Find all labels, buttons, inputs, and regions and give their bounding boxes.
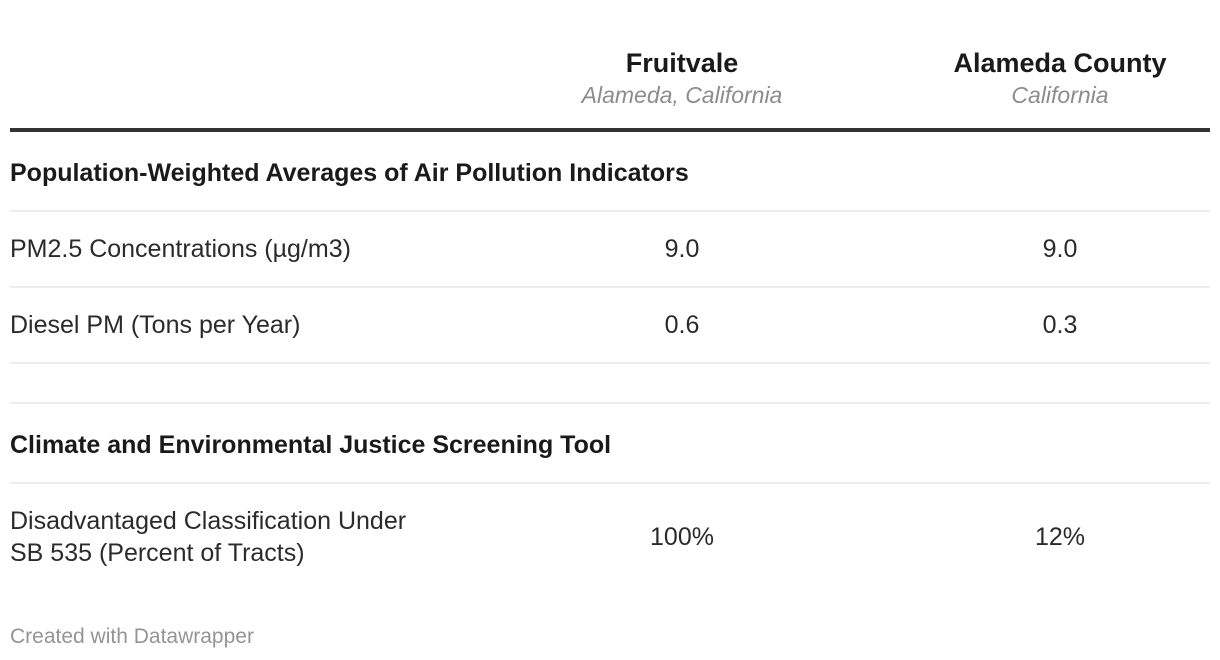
column-header-alameda-county: Alameda County California: [910, 0, 1210, 132]
table-row: Diesel PM (Tons per Year) 0.6 0.3: [10, 287, 1210, 364]
column-header-fruitvale: Fruitvale Alameda, California: [454, 0, 910, 132]
row-value: 0.3: [910, 287, 1210, 364]
section-header: Population-Weighted Averages of Air Poll…: [10, 130, 1210, 212]
section-header: Climate and Environmental Justice Screen…: [10, 403, 1210, 484]
row-label: PM2.5 Concentrations (µg/m3): [10, 211, 454, 288]
row-value: 100%: [650, 523, 714, 551]
column-subtitle: Alameda, California: [581, 82, 783, 108]
empty-corner-cell: [10, 0, 454, 132]
row-label: Diesel PM (Tons per Year): [10, 287, 454, 364]
row-value: 9.0: [454, 211, 910, 288]
column-title: Fruitvale: [625, 48, 739, 78]
comparison-table: Fruitvale Alameda, California Alameda Co…: [10, 0, 1210, 590]
credit-line: Created with Datawrapper: [10, 625, 254, 648]
column-title: Alameda County: [953, 48, 1167, 78]
row-value: 9.0: [910, 211, 1210, 288]
section-header-row: Population-Weighted Averages of Air Poll…: [10, 130, 1210, 212]
table-row: PM2.5 Concentrations (µg/m3) 9.0 9.0: [10, 211, 1210, 288]
spacer-row: [10, 363, 1210, 404]
column-header-row: Fruitvale Alameda, California Alameda Co…: [10, 0, 1210, 132]
section-header-row: Climate and Environmental Justice Screen…: [10, 403, 1210, 484]
row-value: 12%: [1034, 523, 1086, 551]
row-label: Disadvantaged Classification Under SB 53…: [10, 507, 407, 567]
column-subtitle: California: [1011, 82, 1109, 108]
row-value: 0.6: [454, 287, 910, 364]
table-row: Disadvantaged Classification Under SB 53…: [10, 483, 1210, 590]
